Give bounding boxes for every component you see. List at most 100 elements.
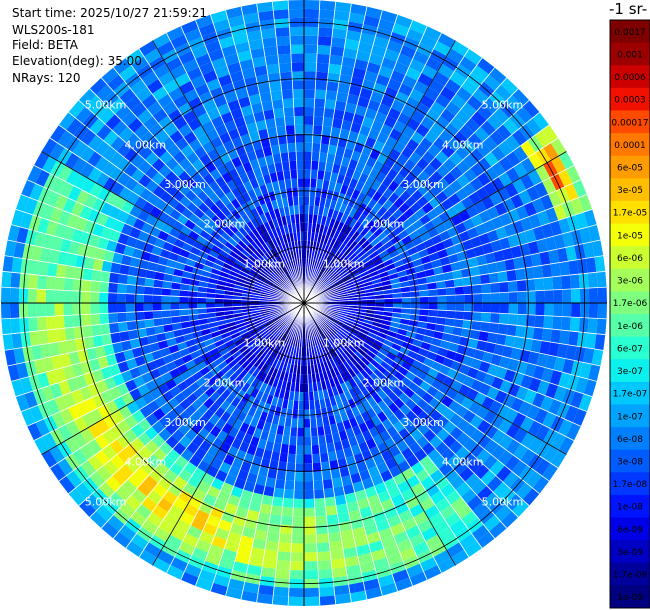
data-cell bbox=[190, 171, 203, 184]
data-cell bbox=[188, 230, 200, 241]
data-cell bbox=[283, 262, 290, 272]
data-cell bbox=[269, 514, 282, 525]
data-cell bbox=[272, 247, 280, 257]
data-cell bbox=[266, 63, 280, 75]
data-cell bbox=[545, 207, 559, 224]
data-cell bbox=[15, 194, 30, 213]
data-cell bbox=[179, 303, 189, 310]
data-cell bbox=[449, 116, 465, 131]
data-cell bbox=[372, 453, 385, 466]
data-cell bbox=[354, 261, 364, 269]
data-cell bbox=[82, 268, 93, 281]
data-cell bbox=[334, 100, 347, 112]
data-cell bbox=[243, 316, 254, 323]
data-cell bbox=[253, 483, 266, 495]
data-cell bbox=[369, 328, 379, 336]
data-cell bbox=[354, 362, 364, 373]
ray-line bbox=[303, 302, 550, 482]
data-cell bbox=[421, 64, 438, 80]
data-cell bbox=[371, 120, 384, 132]
data-cell bbox=[334, 319, 344, 326]
data-cell bbox=[468, 401, 482, 415]
data-cell bbox=[400, 286, 411, 293]
data-cell bbox=[381, 418, 393, 431]
data-cell bbox=[236, 125, 249, 137]
data-cell bbox=[347, 289, 357, 294]
data-cell bbox=[290, 250, 295, 260]
data-cell bbox=[375, 171, 387, 184]
data-cell bbox=[283, 285, 291, 292]
data-cell bbox=[428, 303, 438, 310]
data-cell bbox=[143, 542, 162, 558]
data-cell bbox=[292, 196, 299, 206]
data-cell bbox=[319, 274, 327, 283]
data-cell bbox=[447, 137, 462, 152]
data-cell bbox=[321, 470, 332, 481]
data-cell bbox=[357, 299, 367, 303]
data-cell bbox=[244, 261, 254, 269]
data-cell bbox=[350, 76, 364, 88]
data-cell bbox=[271, 358, 279, 369]
data-cell bbox=[173, 116, 188, 130]
data-cell bbox=[173, 268, 184, 278]
data-cell bbox=[188, 314, 199, 322]
data-cell bbox=[80, 460, 97, 477]
data-cell bbox=[570, 391, 584, 409]
data-cell bbox=[259, 256, 269, 266]
data-cell bbox=[220, 206, 232, 217]
data-cell bbox=[372, 140, 385, 153]
data-cell bbox=[274, 162, 284, 173]
data-cell bbox=[352, 258, 362, 267]
data-cell bbox=[524, 228, 537, 243]
data-cell bbox=[307, 222, 313, 233]
data-cell bbox=[419, 380, 432, 392]
data-cell bbox=[304, 98, 315, 108]
data-cell bbox=[255, 475, 267, 487]
data-cell bbox=[512, 371, 525, 386]
ray-line bbox=[303, 179, 581, 304]
data-cell bbox=[313, 391, 320, 401]
data-cell bbox=[486, 114, 503, 131]
data-cell bbox=[282, 253, 288, 263]
data-cell bbox=[324, 162, 334, 173]
ray-line bbox=[303, 57, 483, 304]
data-cell bbox=[343, 336, 353, 345]
data-cell bbox=[124, 414, 139, 429]
data-cell bbox=[168, 86, 184, 102]
data-cell bbox=[214, 527, 230, 541]
colorbar-tick-label: 0.00017 bbox=[611, 118, 648, 128]
data-cell bbox=[262, 37, 277, 48]
data-cell bbox=[105, 475, 122, 492]
data-cell bbox=[489, 521, 507, 539]
ray-line bbox=[303, 302, 606, 336]
data-cell bbox=[291, 269, 296, 278]
data-cell bbox=[527, 240, 540, 255]
data-cell bbox=[316, 62, 330, 73]
data-cell bbox=[397, 229, 409, 240]
data-cell bbox=[490, 176, 505, 192]
data-cell bbox=[361, 274, 371, 281]
data-cell bbox=[572, 179, 587, 198]
data-cell bbox=[299, 222, 304, 232]
data-cell bbox=[222, 262, 233, 271]
data-cell bbox=[413, 511, 429, 526]
data-cell bbox=[152, 108, 168, 123]
data-cell bbox=[318, 288, 328, 295]
data-cell bbox=[351, 243, 361, 253]
data-cell bbox=[212, 334, 223, 343]
data-cell bbox=[361, 477, 375, 490]
data-cell bbox=[118, 65, 137, 82]
data-cell bbox=[261, 314, 271, 319]
data-cell bbox=[326, 268, 334, 277]
data-cell bbox=[120, 254, 132, 266]
data-cell bbox=[203, 173, 215, 186]
data-cell bbox=[152, 557, 171, 573]
data-cell bbox=[107, 74, 125, 92]
data-cell bbox=[125, 48, 144, 66]
data-cell bbox=[304, 178, 311, 188]
data-cell bbox=[58, 475, 76, 494]
data-cell bbox=[157, 41, 175, 56]
data-cell bbox=[459, 56, 477, 73]
data-cell bbox=[482, 293, 492, 303]
data-cell bbox=[325, 317, 334, 324]
